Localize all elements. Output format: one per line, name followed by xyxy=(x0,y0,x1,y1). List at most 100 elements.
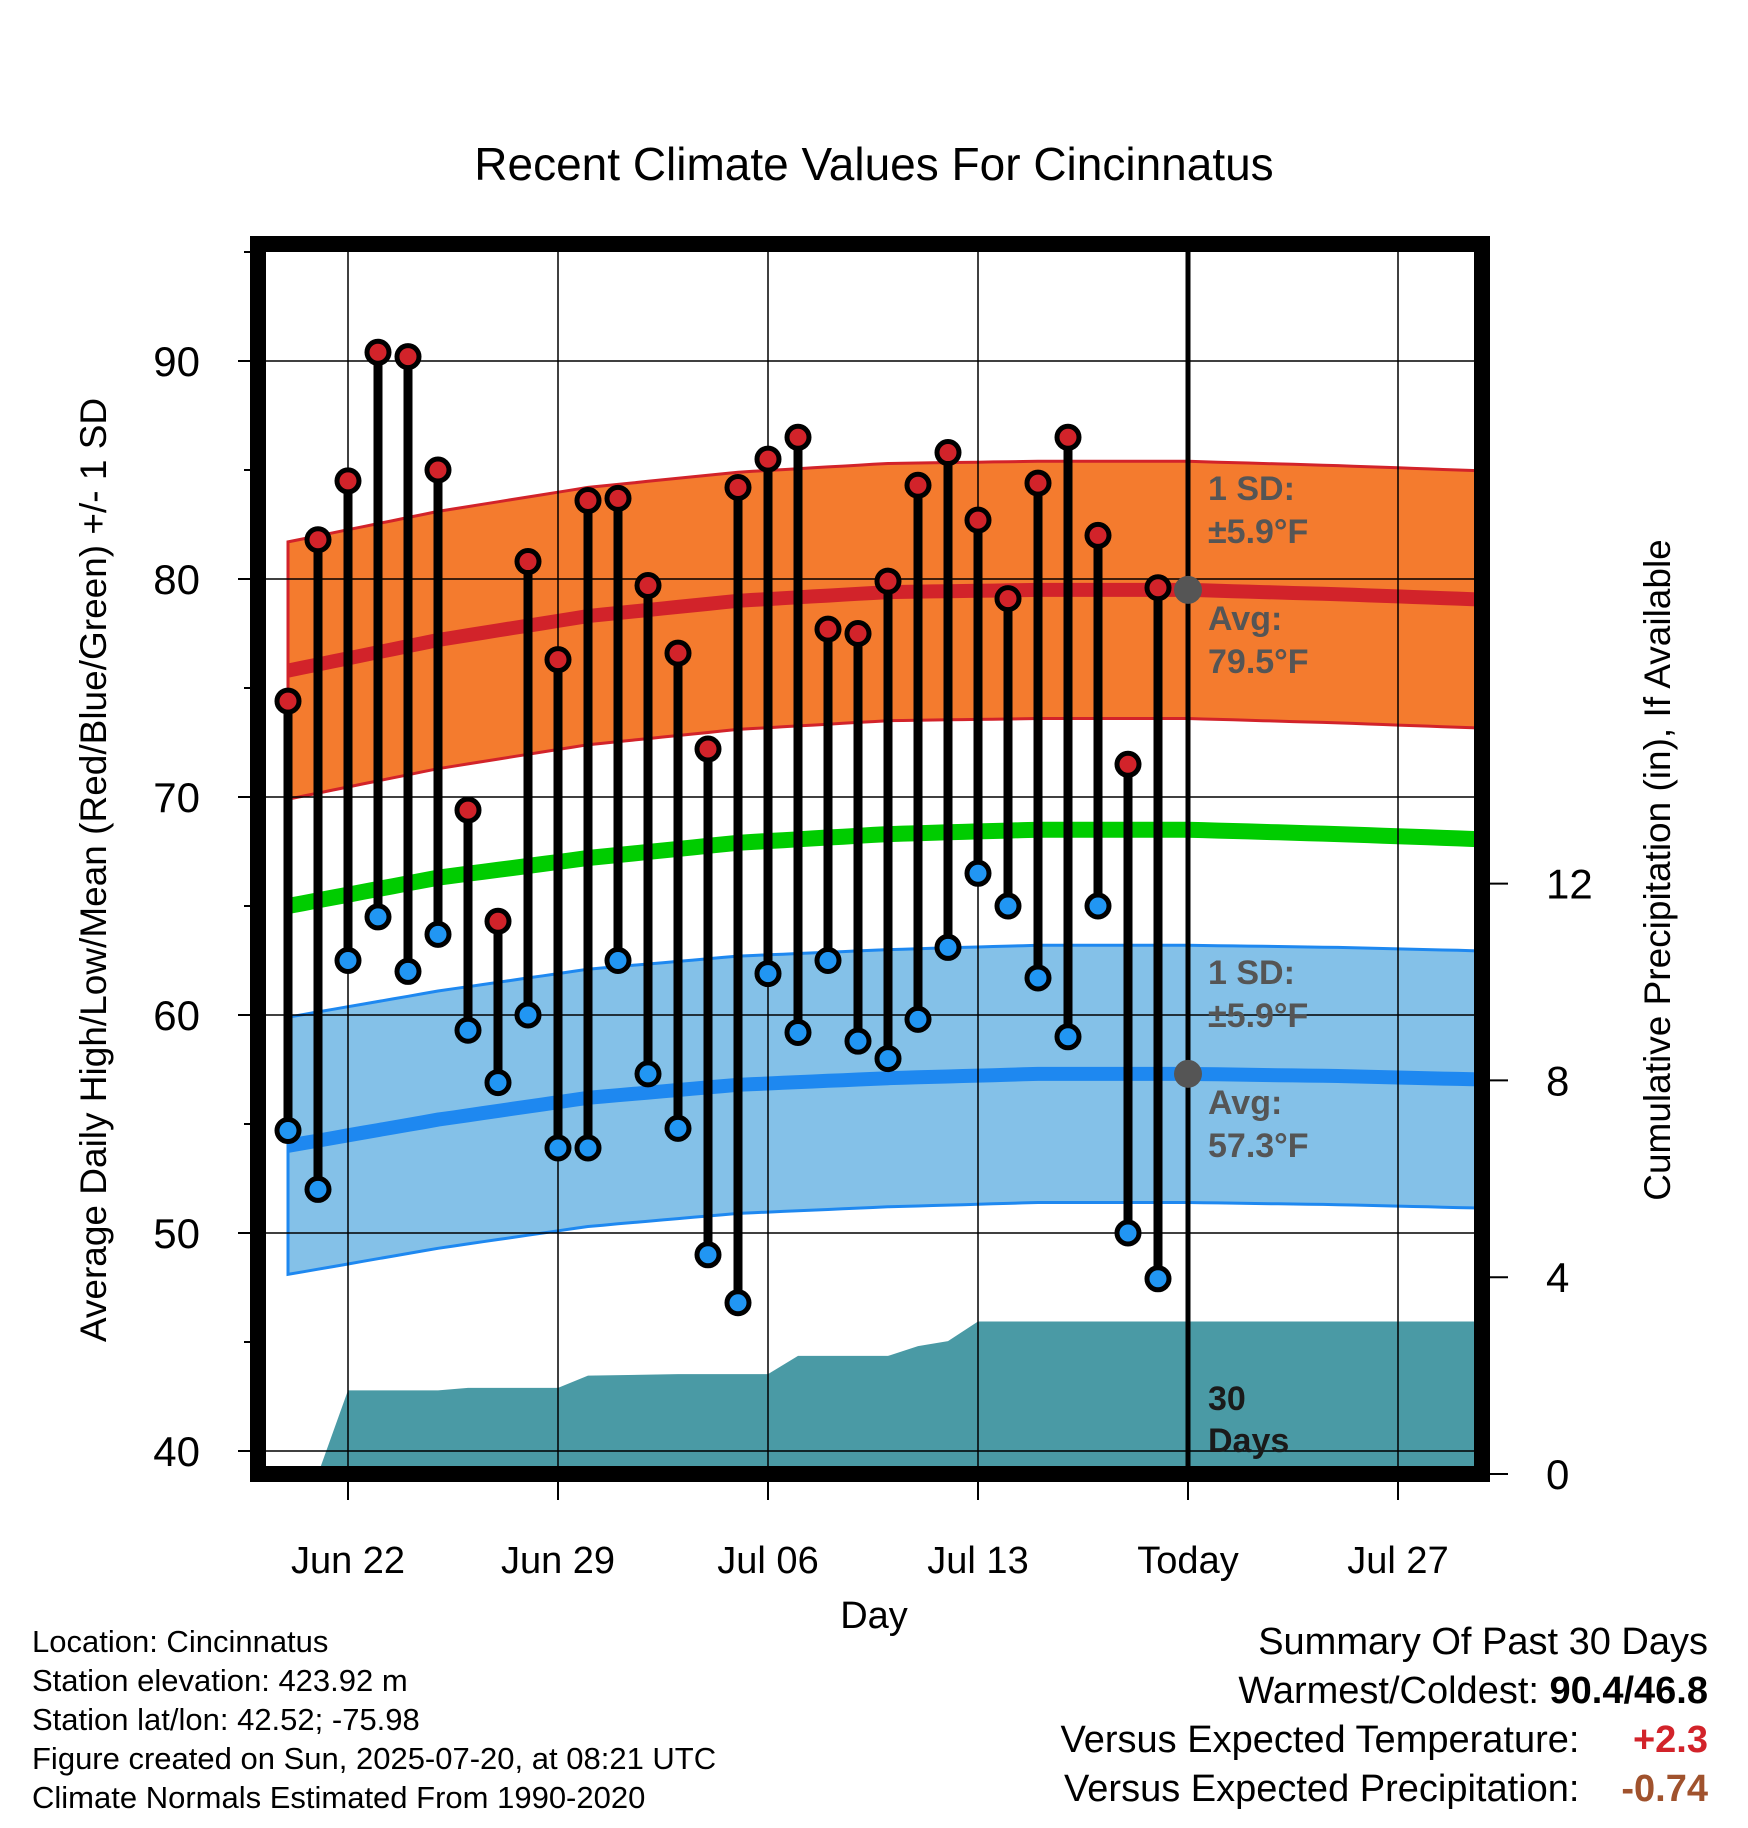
low-point xyxy=(604,947,632,974)
days-label-line2: Days xyxy=(1208,1422,1289,1460)
y-tick-label: 80 xyxy=(153,556,200,603)
high-point xyxy=(934,439,962,467)
low-point xyxy=(334,947,362,974)
high-point xyxy=(304,526,332,554)
low-point xyxy=(1114,1219,1142,1247)
high-point xyxy=(1054,423,1082,451)
plot-area: 1 SD: ±5.9°F Avg: 79.5°F 1 SD: ±5.9°F Avg: 57.3… xyxy=(153,236,1593,1582)
high-point xyxy=(964,506,992,534)
low-point xyxy=(1024,964,1052,992)
low-point xyxy=(994,892,1022,920)
high-point xyxy=(904,471,932,499)
y2-tick-label: 0 xyxy=(1546,1451,1569,1498)
high-point xyxy=(514,548,542,576)
high-point xyxy=(454,796,482,824)
summary-temp-value: +2.3 xyxy=(1632,1719,1708,1761)
plot-content: 1 SD: ±5.9°F Avg: 79.5°F 1 SD: ±5.9°F Avg: 57.3… xyxy=(258,244,1482,1474)
today-low-normal-marker xyxy=(1174,1059,1202,1088)
today-high-normal-marker xyxy=(1174,575,1202,604)
mean-normal-line xyxy=(286,821,1482,914)
info-created: Figure created on Sun, 2025-07-20, at 08… xyxy=(32,1741,717,1776)
low-sd-value: ±5.9°F xyxy=(1208,997,1308,1035)
high-point xyxy=(484,907,512,935)
x-tick-label: Jul 27 xyxy=(1347,1540,1448,1582)
high-point xyxy=(1114,750,1142,778)
low-point xyxy=(1054,1023,1082,1051)
low-point xyxy=(724,1289,752,1317)
x-tick-label: Today xyxy=(1137,1540,1238,1582)
info-normals: Climate Normals Estimated From 1990-2020 xyxy=(32,1780,646,1815)
low-point xyxy=(1084,892,1112,920)
summary-title: Summary Of Past 30 Days xyxy=(1258,1621,1708,1663)
high-point xyxy=(364,338,392,366)
low-normal-line xyxy=(286,1066,1482,1153)
low-sd-label: 1 SD: xyxy=(1208,954,1295,992)
low-point xyxy=(274,1117,302,1145)
high-point xyxy=(604,484,632,512)
y2-tick-label: 12 xyxy=(1546,861,1593,908)
summary-warm-row: Warmest/Coldest: 90.4/46.8 xyxy=(1061,1667,1708,1716)
high-point xyxy=(394,343,422,371)
high-point xyxy=(664,639,692,667)
x-tick-label: Jul 13 xyxy=(927,1540,1028,1582)
y-tick-label: 70 xyxy=(153,774,200,821)
precip-area xyxy=(318,1321,1482,1474)
high-avg-value: 79.5°F xyxy=(1208,643,1309,681)
low-point xyxy=(484,1069,512,1097)
summary-temp-label: Versus Expected Temperature: xyxy=(1060,1719,1580,1761)
y2-tick-label: 4 xyxy=(1546,1254,1569,1301)
low-point xyxy=(364,903,392,931)
plot-frame xyxy=(250,236,1490,1482)
low-point xyxy=(544,1134,572,1162)
y-tick-label: 60 xyxy=(153,992,200,1039)
low-point xyxy=(784,1018,812,1046)
low-point xyxy=(844,1027,872,1055)
high-point xyxy=(574,487,602,515)
low-point xyxy=(304,1175,332,1203)
high-point xyxy=(814,615,842,643)
low-avg-label: Avg: xyxy=(1208,1084,1282,1122)
y-tick-label: 90 xyxy=(153,338,200,385)
x-axis-label: Day xyxy=(840,1595,908,1637)
summary-precip-row: Versus Expected Precipitation: -0.74 xyxy=(1061,1765,1708,1814)
high-point xyxy=(544,646,572,674)
high-point xyxy=(874,567,902,595)
summary-temp-row: Versus Expected Temperature: +2.3 xyxy=(1061,1716,1708,1765)
low-point xyxy=(574,1134,602,1162)
y-axis-label: Average Daily High/Low/Mean (Red/Blue/Gr… xyxy=(73,398,114,1342)
low-point xyxy=(904,1005,932,1033)
summary-panel: Summary Of Past 30 Days Warmest/Coldest:… xyxy=(1061,1618,1708,1814)
high-point xyxy=(844,620,872,647)
low-point xyxy=(394,957,422,985)
high-avg-label: Avg: xyxy=(1208,600,1282,638)
high-point xyxy=(694,735,722,763)
low-point xyxy=(964,859,992,887)
low-point xyxy=(454,1016,482,1044)
summary-precip-value: -0.74 xyxy=(1621,1768,1708,1810)
high-point xyxy=(1144,574,1172,602)
high-sd-label: 1 SD: xyxy=(1208,470,1295,508)
low-point xyxy=(754,960,782,988)
x-tick-label: Jun 22 xyxy=(291,1540,405,1582)
high-point xyxy=(274,687,302,715)
info-latlon: Station lat/lon: 42.52; -75.98 xyxy=(32,1702,420,1737)
high-point xyxy=(1024,469,1052,497)
low-point xyxy=(634,1060,662,1088)
info-location: Location: Cincinnatus xyxy=(32,1624,329,1659)
high-point xyxy=(1084,521,1112,549)
high-point xyxy=(994,585,1022,613)
high-point xyxy=(724,473,752,501)
low-point xyxy=(424,920,452,948)
low-point xyxy=(514,1001,542,1029)
low-point xyxy=(694,1241,722,1269)
y-tick-label: 50 xyxy=(153,1210,200,1257)
low-point xyxy=(934,933,962,961)
y2-tick-label: 8 xyxy=(1546,1057,1569,1104)
info-elevation: Station elevation: 423.92 m xyxy=(32,1663,408,1698)
chart-title: Recent Climate Values For Cincinnatus xyxy=(474,138,1273,190)
low-point xyxy=(1144,1265,1172,1293)
summary-precip-label: Versus Expected Precipitation: xyxy=(1064,1768,1580,1810)
high-point xyxy=(754,445,782,473)
summary-warm-value: 90.4/46.8 xyxy=(1549,1670,1708,1712)
